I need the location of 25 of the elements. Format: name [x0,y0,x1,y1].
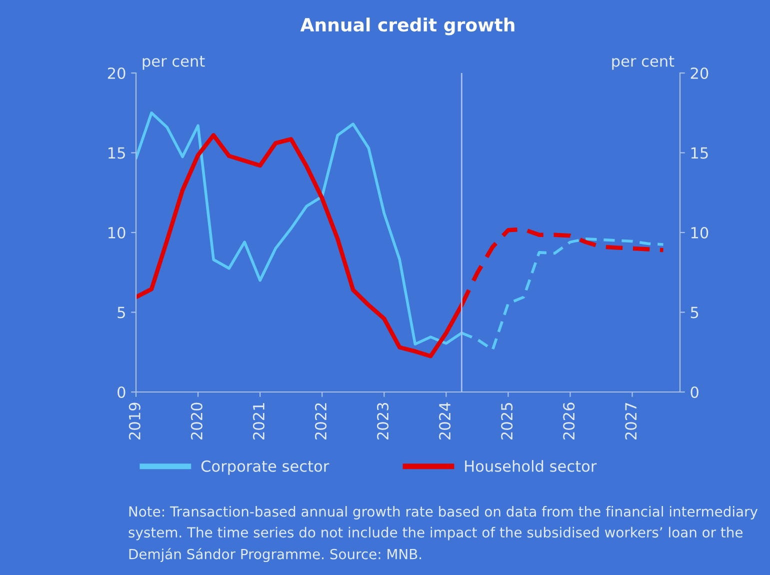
legend-label: Household sector [465,460,597,472]
y-axis-title: per cent [142,56,205,70]
y2-axis-title: per cent [612,56,674,70]
x-tick-label: 2026 [563,402,575,440]
text: Note: Transaction-based annual growth rate based on data from the financial intermediary system. The time series do not include the impact of the subsidised workers’ loan or the Demján Sándor Programme. Source: MNB. [128,506,758,562]
x-tick-label: 2020 [190,402,202,440]
x-tick-label: 2024 [439,402,451,440]
y-tick-label: 0 [118,386,126,398]
y2-tick-label: 0 [690,386,698,398]
legend-label: Corporate sector [201,460,330,475]
y-tick-label: 15 [108,147,125,159]
y2-tick-label: 10 [691,226,708,239]
y-tick-label: 10 [108,226,126,239]
x-tick-label: 2027 [625,403,637,440]
y-tick-label: 20 [108,67,126,80]
x-tick-label: 2019 [128,402,140,440]
y2-tick-label: 15 [691,147,708,159]
y-tick-label: 5 [118,306,125,318]
x-tick-label: 2025 [501,403,513,440]
x-tick-label: 2023 [376,402,389,440]
y2-tick-label: 5 [690,306,698,318]
y2-tick-label: 20 [690,67,708,80]
x-tick-label: 2021 [252,403,264,440]
chart-title: Annual credit growth [300,18,514,36]
x-tick-label: 2022 [314,403,327,440]
